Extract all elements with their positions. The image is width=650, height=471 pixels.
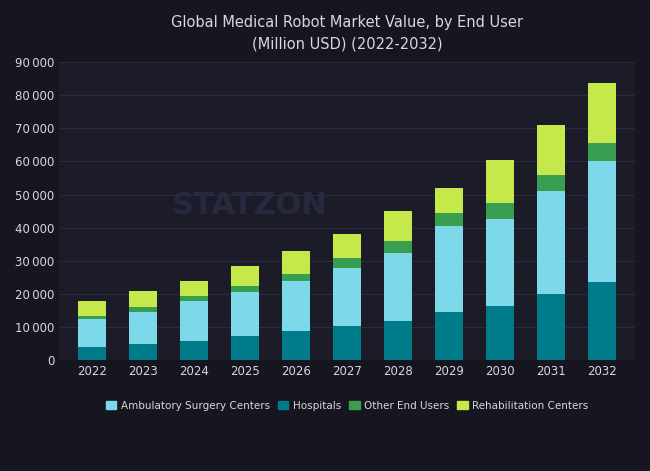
Bar — [333, 325, 361, 360]
Legend: Ambulatory Surgery Centers, Hospitals, Other End Users, Rehabilitation Centers: Ambulatory Surgery Centers, Hospitals, O… — [102, 397, 592, 415]
Bar — [231, 286, 259, 292]
Bar — [588, 162, 616, 283]
Title: Global Medical Robot Market Value, by End User
(Million USD) (2022-2032): Global Medical Robot Market Value, by En… — [171, 15, 523, 51]
Bar — [231, 266, 259, 286]
Bar — [333, 258, 361, 268]
Bar — [180, 281, 208, 296]
Bar — [486, 219, 514, 306]
Bar — [79, 316, 107, 319]
Bar — [435, 226, 463, 312]
Bar — [129, 291, 157, 308]
Bar — [588, 283, 616, 360]
Bar — [384, 241, 412, 252]
Bar — [282, 331, 310, 360]
Bar — [180, 300, 208, 341]
Bar — [333, 235, 361, 258]
Bar — [231, 335, 259, 360]
Bar — [79, 347, 107, 360]
Bar — [537, 125, 565, 175]
Bar — [384, 321, 412, 360]
Bar — [282, 251, 310, 274]
Bar — [486, 203, 514, 219]
Bar — [588, 143, 616, 162]
Bar — [129, 344, 157, 360]
Bar — [333, 268, 361, 325]
Bar — [435, 312, 463, 360]
Bar — [537, 294, 565, 360]
Bar — [537, 191, 565, 294]
Bar — [486, 306, 514, 360]
Bar — [79, 319, 107, 347]
Bar — [282, 274, 310, 281]
Bar — [384, 211, 412, 241]
Bar — [435, 188, 463, 213]
Bar — [129, 308, 157, 312]
Bar — [231, 292, 259, 335]
Bar — [384, 252, 412, 321]
Bar — [486, 160, 514, 203]
Bar — [588, 83, 616, 143]
Bar — [180, 296, 208, 300]
Bar — [282, 281, 310, 331]
Bar — [79, 300, 107, 316]
Bar — [435, 213, 463, 226]
Text: STATZON: STATZON — [172, 191, 327, 219]
Bar — [537, 175, 565, 191]
Bar — [180, 341, 208, 360]
Bar — [129, 312, 157, 344]
